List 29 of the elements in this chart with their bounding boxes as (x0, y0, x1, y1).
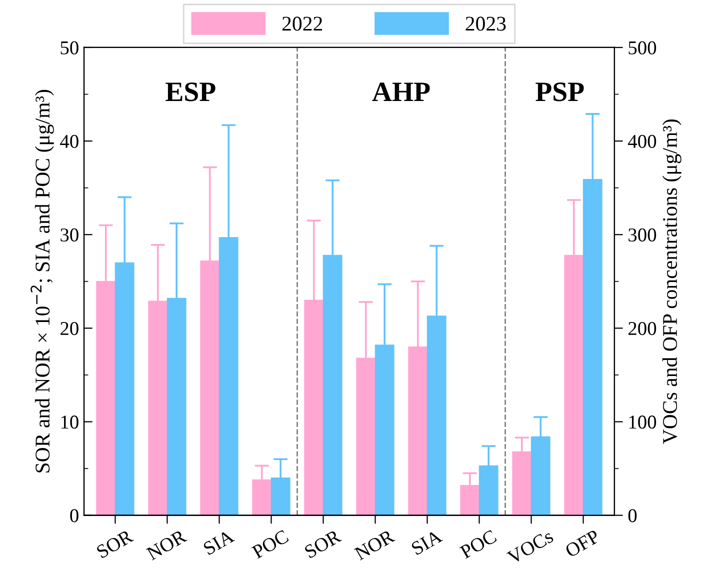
annotation: AHP (372, 82, 430, 101)
x-tick-label: VOCs (506, 529, 554, 565)
x-tick-label: SOR (96, 529, 134, 559)
annotation: ESP (166, 82, 216, 102)
y-tick-label: 20 (60, 322, 78, 336)
x-tick-label: POC (251, 530, 290, 559)
y-tick-label: 0 (70, 509, 78, 522)
x-tick-label: SOR (304, 529, 342, 559)
x-tick-label: NOR (146, 529, 188, 561)
x-tick-label: OFP (564, 529, 600, 558)
y-axis-title: SOR and NOR × 10$^{−2}$; SIA and POC (μg/m³) (30, 90, 54, 472)
x-tick-label: NOR (354, 529, 396, 561)
y-tick-label: 50 (60, 41, 78, 54)
y-tick-label: 30 (60, 228, 78, 242)
legend-label: 2022 (282, 16, 322, 31)
y2-tick-label: 400 (628, 134, 656, 148)
y-tick-label: 10 (61, 416, 78, 429)
y2-tick-label: 500 (628, 41, 656, 54)
y2-tick-label: 200 (628, 322, 656, 336)
legend-label: 2023 (466, 16, 506, 31)
y-tick-label: 40 (60, 134, 78, 148)
y2-axis-title: VOCs and OFP concentrations (μg/m³) (662, 120, 682, 444)
y2-tick-label: 100 (629, 416, 656, 429)
x-tick-label: SIA (410, 529, 444, 556)
y2-tick-label: 0 (628, 509, 637, 522)
x-tick-label: SIA (202, 529, 236, 556)
annotation: PSP (536, 82, 584, 102)
y2-tick-label: 300 (628, 228, 656, 242)
x-tick-label: POC (459, 530, 498, 559)
